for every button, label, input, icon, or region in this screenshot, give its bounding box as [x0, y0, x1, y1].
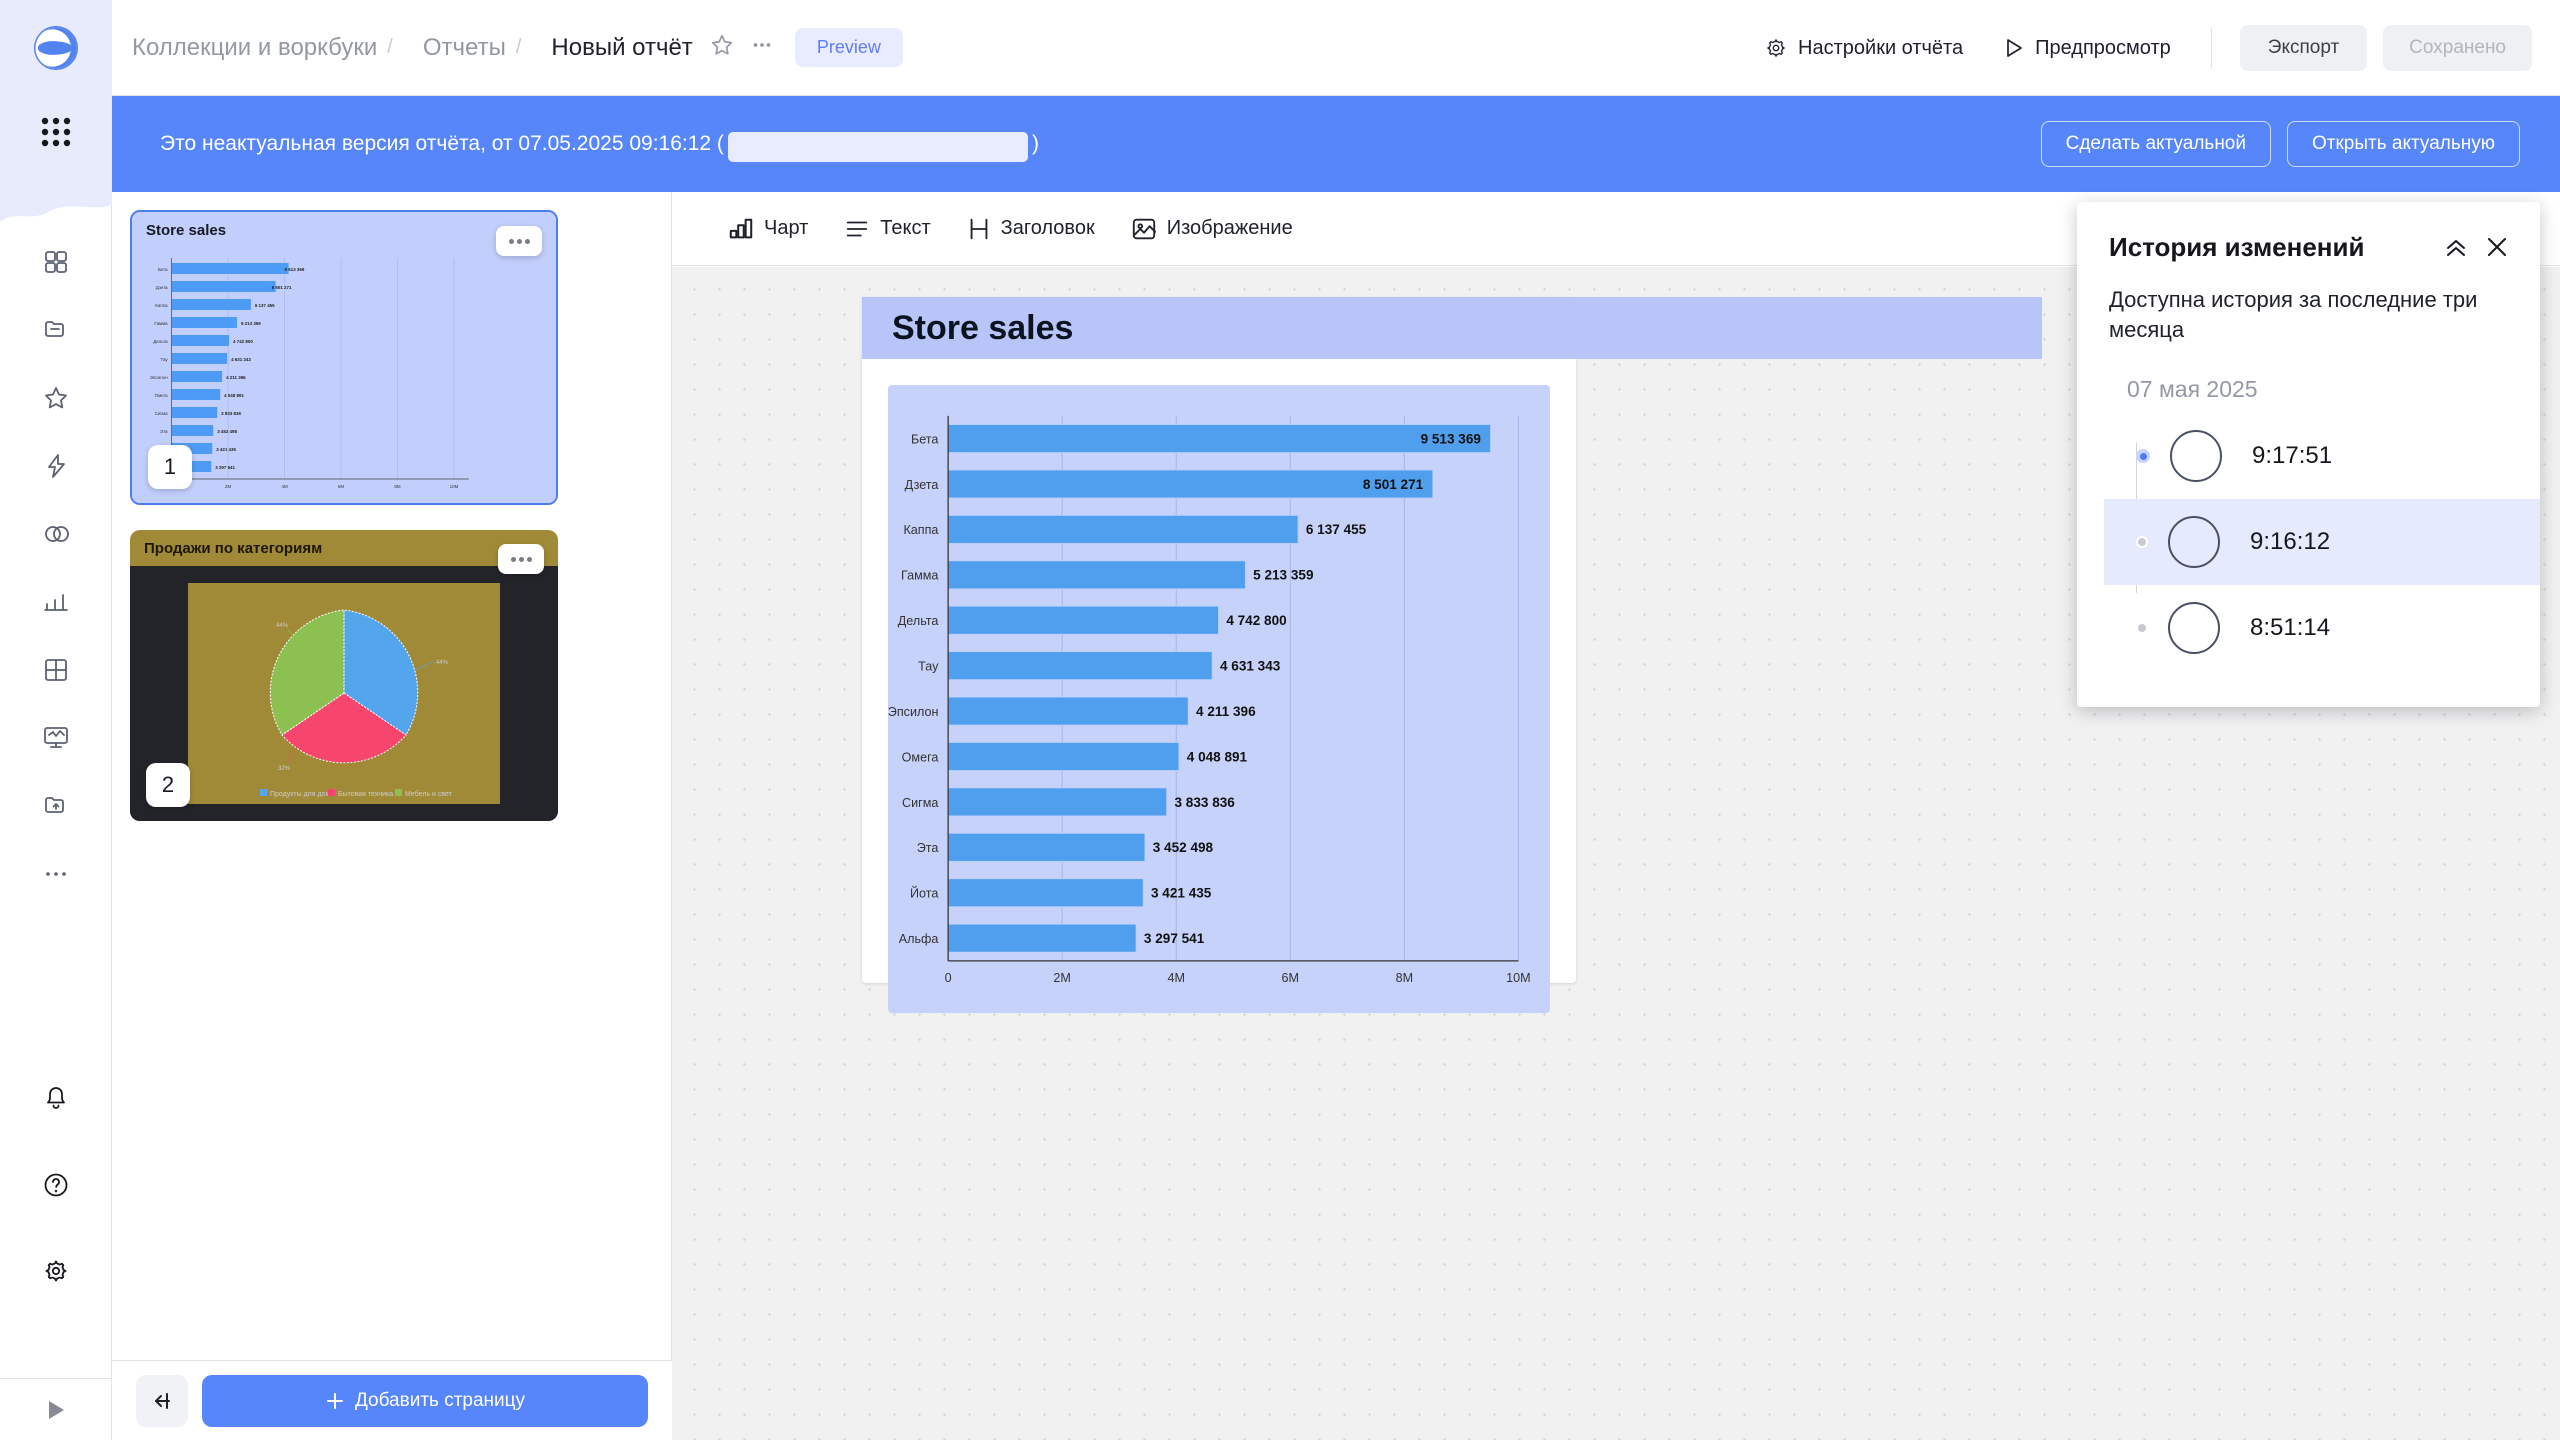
- svg-text:6M: 6M: [338, 484, 344, 489]
- svg-text:Каппа: Каппа: [903, 523, 938, 537]
- svg-text:8M: 8M: [1396, 971, 1414, 985]
- svg-text:6 137 455: 6 137 455: [255, 303, 275, 308]
- svg-text:9 513 369: 9 513 369: [1421, 431, 1482, 446]
- svg-text:2M: 2M: [1053, 971, 1071, 985]
- svg-text:Мебель и свет: Мебель и свет: [405, 790, 453, 798]
- svg-text:32%: 32%: [278, 766, 291, 772]
- svg-text:Эта: Эта: [917, 841, 939, 855]
- svg-text:Тау: Тау: [918, 660, 939, 674]
- svg-text:4 631 343: 4 631 343: [231, 357, 251, 362]
- svg-text:3 297 541: 3 297 541: [1144, 931, 1205, 946]
- svg-text:10M: 10M: [1506, 971, 1530, 985]
- svg-text:4 742 800: 4 742 800: [1226, 613, 1286, 628]
- svg-text:Тау: Тау: [160, 357, 168, 362]
- svg-text:8M: 8M: [394, 484, 400, 489]
- svg-text:3 297 541: 3 297 541: [215, 465, 235, 470]
- svg-text:Сигма: Сигма: [902, 796, 938, 810]
- svg-text:4M: 4M: [1167, 971, 1185, 985]
- svg-text:Омега: Омега: [902, 750, 939, 764]
- svg-text:4 742 800: 4 742 800: [233, 339, 253, 344]
- svg-text:3 452 498: 3 452 498: [217, 429, 237, 434]
- svg-text:Каппа: Каппа: [155, 303, 168, 308]
- svg-text:3 421 435: 3 421 435: [216, 447, 236, 452]
- svg-text:Омега: Омега: [155, 393, 169, 398]
- svg-text:Эпсилон: Эпсилон: [150, 375, 168, 380]
- svg-text:Альфа: Альфа: [899, 932, 939, 946]
- svg-text:4 048 891: 4 048 891: [1187, 749, 1248, 764]
- svg-text:44%: 44%: [276, 623, 289, 629]
- svg-text:Эта: Эта: [160, 429, 168, 434]
- svg-text:6M: 6M: [1282, 971, 1300, 985]
- svg-text:5 213 359: 5 213 359: [1253, 568, 1314, 583]
- svg-text:Гамма: Гамма: [154, 321, 168, 326]
- svg-text:3 421 435: 3 421 435: [1151, 886, 1212, 901]
- svg-text:4 211 396: 4 211 396: [1196, 704, 1256, 719]
- svg-text:4 048 891: 4 048 891: [224, 393, 244, 398]
- svg-text:Бета: Бета: [158, 267, 168, 272]
- svg-text:0: 0: [945, 971, 952, 985]
- svg-text:Дельта: Дельта: [898, 614, 939, 628]
- svg-text:Эпсилон: Эпсилон: [888, 705, 938, 719]
- svg-text:5 213 359: 5 213 359: [241, 321, 261, 326]
- svg-text:Дзета: Дзета: [156, 285, 168, 290]
- svg-text:Гамма: Гамма: [901, 569, 938, 583]
- svg-text:Сигма: Сигма: [155, 411, 168, 416]
- svg-text:2M: 2M: [225, 484, 231, 489]
- svg-text:4 211 396: 4 211 396: [226, 375, 246, 380]
- svg-text:Бета: Бета: [911, 432, 938, 446]
- svg-text:3 833 836: 3 833 836: [221, 411, 241, 416]
- svg-text:9 513 369: 9 513 369: [285, 267, 305, 272]
- svg-text:Йота: Йота: [910, 886, 938, 901]
- svg-text:8 501 271: 8 501 271: [272, 285, 292, 290]
- svg-text:3 833 836: 3 833 836: [1175, 795, 1236, 810]
- svg-text:8 501 271: 8 501 271: [1363, 477, 1424, 492]
- svg-text:Дельта: Дельта: [153, 339, 168, 344]
- svg-text:10M: 10M: [450, 484, 459, 489]
- svg-text:Дзета: Дзета: [905, 478, 939, 492]
- svg-text:3 452 498: 3 452 498: [1153, 840, 1214, 855]
- svg-text:Бытовая техника: Бытовая техника: [338, 791, 393, 798]
- svg-text:6 137 455: 6 137 455: [1306, 522, 1367, 537]
- svg-text:4M: 4M: [281, 484, 287, 489]
- svg-text:44%: 44%: [436, 660, 449, 666]
- svg-text:4 631 343: 4 631 343: [1220, 659, 1281, 674]
- svg-text:Продукты для дома: Продукты для дома: [270, 791, 334, 798]
